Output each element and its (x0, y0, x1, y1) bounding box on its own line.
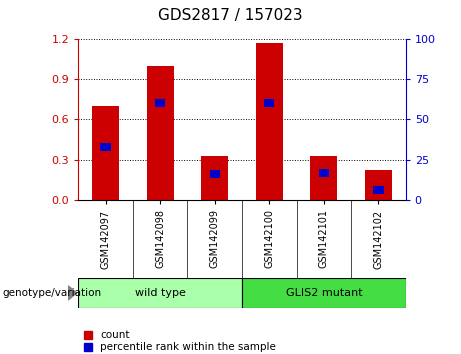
Bar (100, 143, 111, 151)
Text: genotype/variation: genotype/variation (2, 288, 101, 298)
Bar (78, 278, 242, 308)
Text: GSM142101: GSM142101 (319, 210, 329, 268)
Bar (242, 278, 406, 308)
Bar (201, 156, 228, 200)
Bar (92, 106, 119, 200)
Legend: count, percentile rank within the sample: count, percentile rank within the sample (83, 330, 276, 352)
Bar (256, 43, 283, 200)
Text: GSM142102: GSM142102 (373, 209, 384, 269)
Text: GSM142100: GSM142100 (264, 210, 274, 268)
Polygon shape (68, 286, 77, 300)
Bar (373, 186, 384, 194)
Text: GSM142098: GSM142098 (155, 210, 165, 268)
Text: wild type: wild type (135, 288, 186, 298)
Bar (210, 170, 220, 178)
Bar (155, 99, 165, 107)
Bar (264, 99, 274, 107)
Text: GLIS2 mutant: GLIS2 mutant (285, 288, 362, 298)
Text: GSM142097: GSM142097 (100, 209, 111, 269)
Bar (147, 66, 174, 200)
Bar (310, 156, 337, 200)
Bar (319, 169, 329, 177)
Text: GDS2817 / 157023: GDS2817 / 157023 (158, 8, 303, 23)
Text: GSM142099: GSM142099 (210, 210, 220, 268)
Bar (365, 171, 392, 200)
